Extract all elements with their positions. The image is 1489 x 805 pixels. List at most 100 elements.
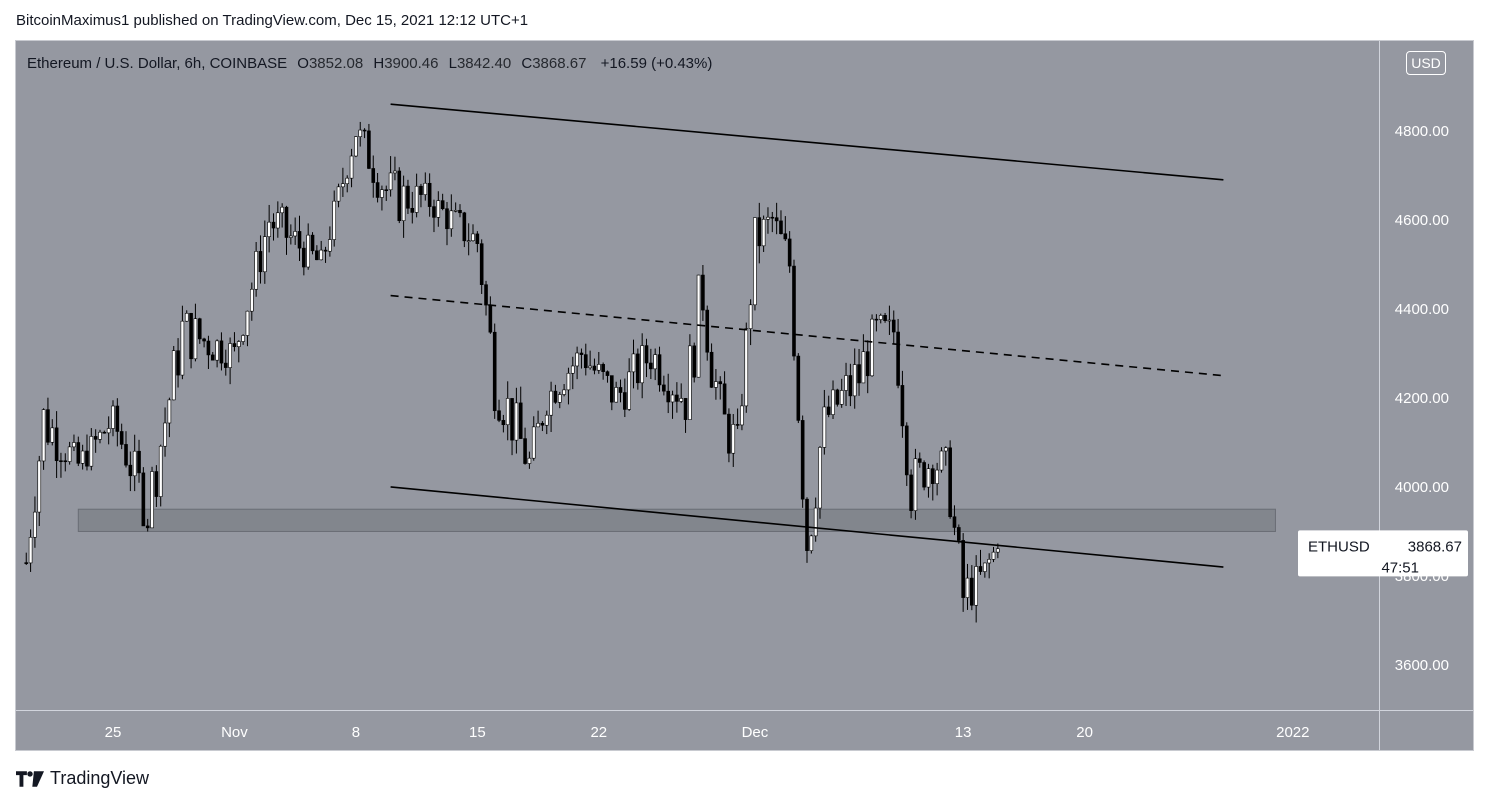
candle-body (839, 390, 844, 405)
candle-body (930, 468, 935, 484)
candle-body (362, 129, 367, 132)
candle-body (748, 304, 753, 329)
price-chart[interactable]: 3600.003800.004000.004200.004400.004600.… (16, 41, 1474, 751)
candle-body (93, 436, 98, 440)
candle-body (345, 177, 350, 184)
candle-body (657, 354, 662, 386)
candle-body (614, 387, 618, 403)
candle-body (952, 516, 957, 528)
high-value: 3900.46 (384, 55, 439, 72)
candle-body (128, 464, 133, 477)
candle-body (297, 231, 302, 249)
candle-body (926, 468, 931, 488)
candle-body (913, 458, 918, 511)
trendline-channel-bottom (390, 486, 1224, 568)
publisher-line: BitcoinMaximus1 published on TradingView… (16, 12, 529, 29)
candle-body (735, 424, 740, 426)
candle-body (471, 233, 475, 242)
candle-body (761, 218, 766, 247)
candle-body (150, 471, 154, 529)
candle-body (310, 234, 315, 252)
tradingview-brand[interactable]: TradingView (16, 768, 149, 789)
candle-body (284, 206, 289, 238)
candle-body (779, 220, 783, 235)
candle-body (397, 170, 402, 221)
candle-body (675, 394, 679, 402)
candle-body (588, 365, 592, 369)
candle-body (375, 182, 380, 198)
candle-body (970, 577, 974, 606)
candle-body (922, 462, 926, 488)
candle-body (388, 172, 393, 191)
candle-body (662, 384, 666, 392)
time-tick-label: Dec (742, 724, 769, 741)
candle-body (423, 182, 428, 195)
candle-body (605, 371, 610, 376)
candle-body (271, 221, 276, 229)
candle-body (978, 566, 983, 572)
candle-body (341, 183, 345, 188)
price-tick-label: 4000.00 (1395, 479, 1449, 496)
candle-body (688, 345, 692, 420)
price-tick-label: 4800.00 (1395, 123, 1449, 140)
open-key: O (297, 55, 309, 72)
time-tick-label: 22 (590, 724, 607, 741)
price-tag-box (1298, 530, 1468, 577)
candle-body (492, 331, 497, 412)
time-tick-label: 2022 (1276, 724, 1309, 741)
candle-body (37, 460, 42, 513)
candle-body (553, 390, 558, 403)
price-tick-label: 4200.00 (1395, 390, 1449, 407)
candle-body (544, 414, 549, 426)
currency-button[interactable]: USD (1406, 51, 1446, 75)
candle-body (887, 319, 892, 322)
candle-body (644, 345, 649, 364)
time-tick-label: 15 (469, 724, 486, 741)
candle-body (623, 392, 627, 410)
candle-body (145, 525, 150, 529)
candle-body (601, 364, 605, 372)
candle-body (961, 540, 965, 598)
candle-body (809, 535, 814, 551)
chart-panel[interactable]: 3600.00 3800.00 4000.00 4200.00 4400.00 4600.… (15, 40, 1474, 751)
candle-body (753, 217, 757, 306)
candle-body (935, 469, 939, 484)
candle-body (883, 315, 887, 321)
candle-body (72, 442, 76, 448)
candle-body (98, 431, 102, 440)
candle-body (475, 233, 480, 244)
candle-body (63, 460, 68, 463)
candle-body (848, 375, 853, 397)
candle-body (592, 365, 597, 371)
candle-body (24, 562, 29, 564)
price-tick-label: 3600.00 (1395, 657, 1449, 674)
candle-body (722, 383, 727, 415)
price-tag-price: 3868.67 (1408, 538, 1462, 555)
candle-body (796, 355, 801, 421)
candle-body (119, 431, 124, 445)
candle-body (432, 206, 436, 218)
candle-body (536, 422, 540, 428)
candle-body (909, 474, 913, 511)
candle-body (792, 265, 796, 357)
candle-body (874, 318, 879, 321)
candle-body (223, 362, 228, 368)
candle-body (189, 312, 193, 360)
open-value: 3852.08 (308, 55, 364, 72)
support-zone (77, 508, 1276, 532)
candle-body (315, 250, 319, 261)
candle-body (917, 458, 922, 463)
candle-body (367, 130, 371, 169)
candle-body (596, 364, 601, 371)
price-tick-label: 4400.00 (1395, 301, 1449, 318)
candle-body (505, 398, 510, 426)
candle-body (445, 208, 449, 230)
candle-body (328, 239, 332, 252)
candle-body (939, 450, 944, 471)
candle-body (197, 318, 202, 340)
candle-body (523, 438, 527, 464)
candle-body (167, 399, 172, 424)
candle-body (206, 340, 211, 356)
candle-body (579, 352, 584, 355)
candle-body (991, 551, 996, 560)
